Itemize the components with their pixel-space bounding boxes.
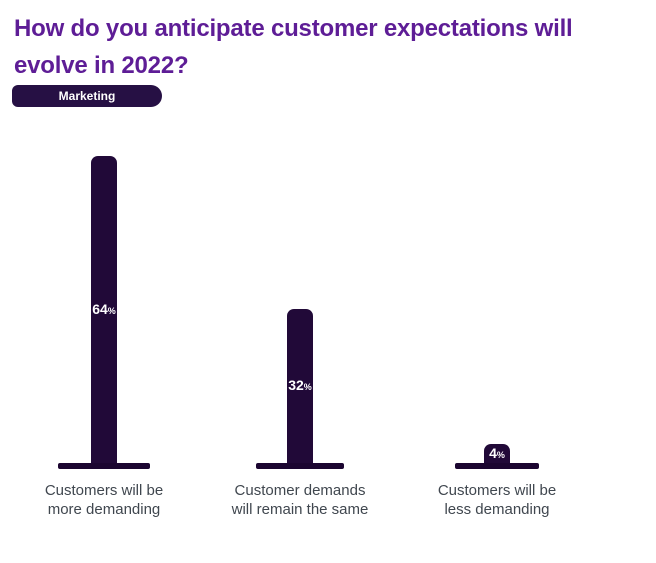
- marketing-filter-badge[interactable]: Marketing: [12, 85, 162, 107]
- bar-stack: 4%: [402, 140, 592, 469]
- bar-less-demanding: 4%: [484, 444, 510, 463]
- bar-baseline: [58, 463, 150, 469]
- page-title: How do you anticipate customer expectati…: [14, 10, 644, 84]
- category-label-less-demanding: Customers will be less demanding: [437, 482, 557, 518]
- bar-more-demanding: 64%: [91, 156, 117, 463]
- bar-value-label: 64%: [92, 300, 116, 317]
- bar-stack: 32%: [205, 140, 395, 469]
- bar-baseline: [455, 463, 539, 469]
- bar-value-label: 32%: [288, 377, 312, 393]
- bar-stack: 64%: [9, 140, 199, 469]
- bar-group-remain-same: 32% Customer demands will remain the sam…: [205, 140, 395, 519]
- category-label-more-demanding: Customers will be more demanding: [44, 482, 164, 518]
- page-title-line-2: evolve in 2022?: [14, 52, 189, 79]
- category-label-remain-same: Customer demands will remain the same: [231, 482, 369, 518]
- bar-group-more-demanding: 64% Customers will be more demanding: [9, 140, 199, 519]
- bar-group-less-demanding: 4% Customers will be less demanding: [402, 140, 592, 519]
- bar-remain-same: 32%: [287, 309, 313, 463]
- bar-baseline: [256, 463, 344, 469]
- bar-value-label: 4%: [489, 444, 505, 461]
- page-title-line-1: How do you anticipate customer expectati…: [14, 15, 573, 42]
